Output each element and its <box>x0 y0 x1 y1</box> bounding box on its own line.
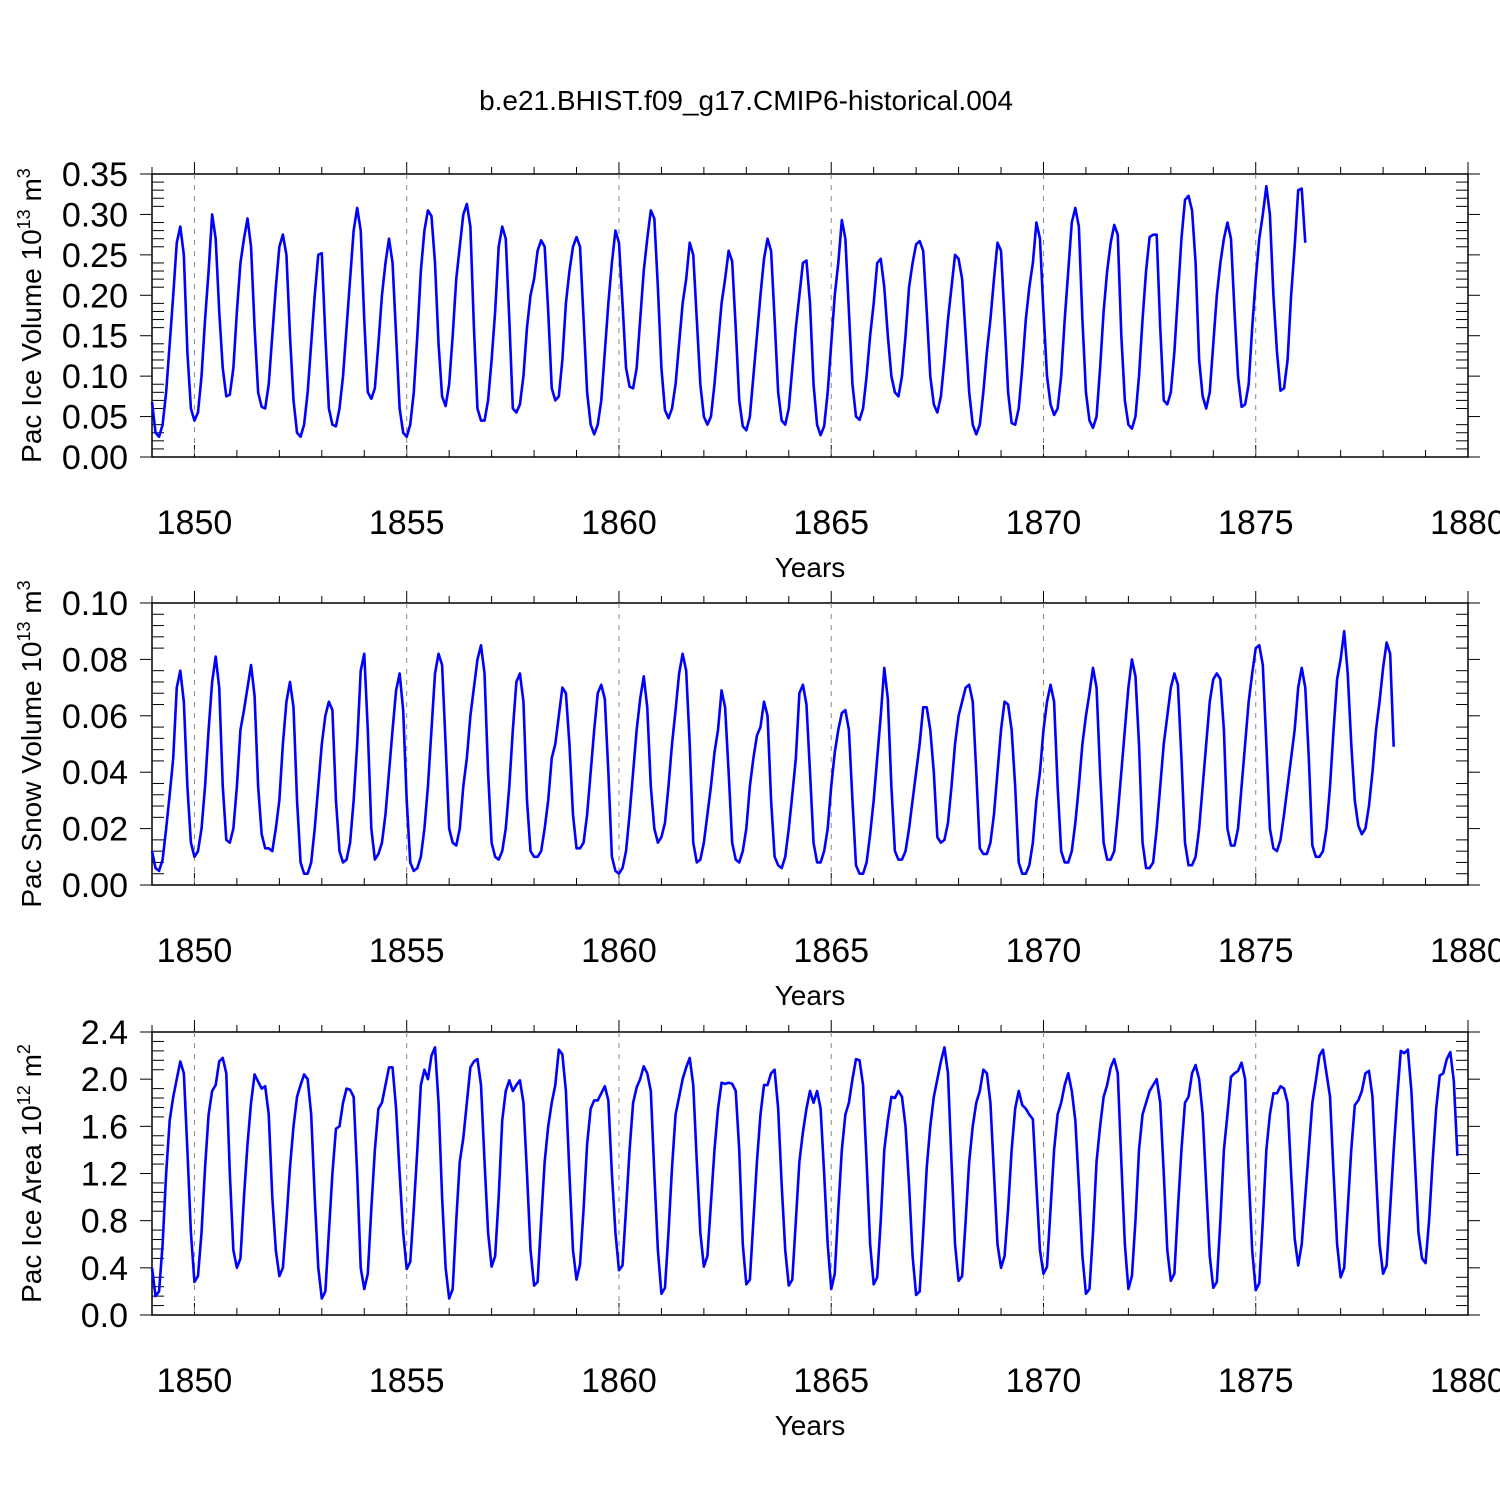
y-axis-label-part: Pac Ice Volume 10 <box>16 229 47 462</box>
y-tick-label: 0.0 <box>81 1297 128 1335</box>
y-tick-label: 0.8 <box>81 1203 128 1241</box>
y-axis-label: Pac Ice Volume 1013 m3 <box>14 168 47 463</box>
x-tick-label: 1860 <box>581 504 657 542</box>
y-axis-label-part: m <box>16 178 47 209</box>
y-tick-label: 0.25 <box>62 237 128 275</box>
y-axis-label: Pac Snow Volume 1013 m3 <box>14 580 47 907</box>
plot-frame <box>151 173 1469 458</box>
x-tick-label: 1870 <box>1006 1362 1082 1400</box>
series-line-0 <box>150 1046 1459 1300</box>
y-axis-label-superscript: 2 <box>14 1044 34 1054</box>
x-tick-label: 1865 <box>793 504 869 542</box>
figure-title: b.e21.BHIST.f09_g17.CMIP6-historical.004 <box>479 85 1013 116</box>
y-axis-label-superscript: 13 <box>14 209 34 229</box>
y-axis-label-part: Pac Snow Volume 10 <box>16 641 47 907</box>
x-tick-label: 1865 <box>793 932 869 970</box>
panel-ice-area: 1850 1855 1860 1865 1870 1875 1880 0.0 0.4 0.8 1.2… <box>14 1014 1500 1441</box>
panel-ice-volume: 1850 1855 1860 1865 1870 1875 1880 0.000.050.10… <box>14 156 1500 583</box>
y-tick-label: 0.08 <box>62 641 128 679</box>
x-tick-label: 1870 <box>1006 932 1082 970</box>
y-axis-label-part: Pac Ice Area 10 <box>16 1105 47 1303</box>
y-tick-label: 0.10 <box>62 358 128 396</box>
x-tick-label: 1855 <box>369 1362 445 1400</box>
x-axis-label: Years <box>775 1410 846 1441</box>
x-tick-label: 1850 <box>157 1362 233 1400</box>
series-line-0 <box>150 629 1396 876</box>
y-tick-label: 0.00 <box>62 439 128 477</box>
x-tick-label: 1875 <box>1218 1362 1294 1400</box>
y-tick-label: 2.4 <box>81 1014 128 1052</box>
x-axis-label: Years <box>775 552 846 583</box>
x-tick-label: 1850 <box>157 504 233 542</box>
y-axis-label-superscript: 12 <box>14 1085 34 1105</box>
panel-snow-volume: 1850 1855 1860 1865 1870 1875 1880 0.00 0.02 0.04… <box>14 580 1500 1011</box>
x-tick-label: 1855 <box>369 504 445 542</box>
y-axis-label: Pac Ice Area 1012 m2 <box>14 1044 47 1303</box>
x-axis-label: Years <box>775 980 846 1011</box>
y-tick-label: 0.06 <box>62 698 128 736</box>
x-tick-label: 1855 <box>369 932 445 970</box>
x-tick-label: 1880 <box>1430 1362 1500 1400</box>
x-tick-label: 1875 <box>1218 932 1294 970</box>
x-tick-label: 1850 <box>157 932 233 970</box>
y-axis-label-superscript: 3 <box>14 168 34 178</box>
plot-frame <box>151 602 1469 886</box>
y-tick-label: 0.20 <box>62 277 128 315</box>
x-tick-label: 1870 <box>1006 504 1082 542</box>
x-tick-label: 1860 <box>581 1362 657 1400</box>
y-tick-label: 0.04 <box>62 754 128 792</box>
y-tick-label: 0.05 <box>62 399 128 437</box>
y-tick-label: 1.2 <box>81 1156 128 1194</box>
y-tick-label: 0.35 <box>62 156 128 194</box>
series-line-0 <box>150 184 1307 439</box>
y-tick-label: 0.00 <box>62 867 128 905</box>
y-tick-label: 0.10 <box>62 585 128 623</box>
x-tick-label: 1865 <box>793 1362 869 1400</box>
x-tick-label: 1875 <box>1218 504 1294 542</box>
y-tick-label: 0.02 <box>62 811 128 849</box>
x-tick-label: 1880 <box>1430 932 1500 970</box>
x-tick-label: 1880 <box>1430 504 1500 542</box>
y-axis-label-superscript: 13 <box>14 621 34 641</box>
y-axis-label-part: m <box>16 1054 47 1085</box>
y-tick-label: 0.4 <box>81 1250 128 1288</box>
y-tick-label: 2.0 <box>81 1061 128 1099</box>
y-tick-label: 1.6 <box>81 1108 128 1146</box>
x-tick-label: 1860 <box>581 932 657 970</box>
y-axis-label-superscript: 3 <box>14 580 34 590</box>
y-tick-label: 0.15 <box>62 318 128 356</box>
y-tick-label: 0.30 <box>62 196 128 234</box>
y-axis-label-part: m <box>16 590 47 621</box>
